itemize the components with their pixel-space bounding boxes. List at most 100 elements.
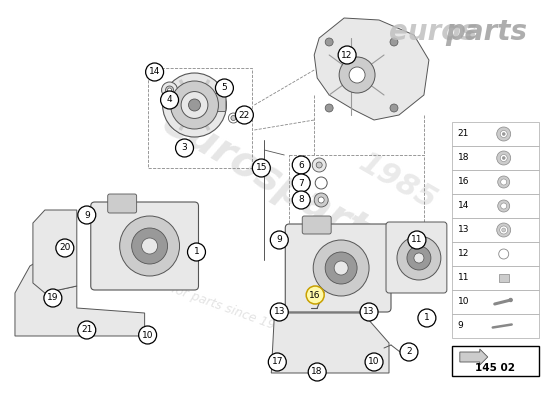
Circle shape: [166, 86, 174, 94]
Bar: [452, 266, 538, 290]
Text: 15: 15: [256, 164, 267, 172]
Text: 7: 7: [298, 178, 304, 188]
Circle shape: [308, 363, 326, 381]
Circle shape: [414, 253, 424, 263]
Polygon shape: [460, 349, 488, 365]
Text: 9: 9: [84, 210, 90, 220]
Circle shape: [390, 38, 398, 46]
Text: 13: 13: [273, 308, 285, 316]
Circle shape: [78, 206, 96, 224]
Circle shape: [498, 176, 510, 188]
Polygon shape: [314, 18, 429, 120]
Circle shape: [270, 303, 288, 321]
Text: 13: 13: [458, 226, 469, 234]
Circle shape: [131, 228, 168, 264]
Circle shape: [142, 238, 158, 254]
Text: 1: 1: [194, 248, 199, 256]
Text: 18: 18: [311, 368, 323, 376]
Text: 9: 9: [277, 236, 282, 244]
Text: 1985: 1985: [354, 148, 442, 216]
Text: 2: 2: [406, 348, 412, 356]
Text: 14: 14: [149, 68, 160, 76]
Bar: [499, 274, 509, 282]
Circle shape: [500, 130, 507, 138]
Text: 14: 14: [458, 202, 469, 210]
Circle shape: [502, 228, 505, 232]
Circle shape: [500, 179, 507, 185]
Circle shape: [56, 239, 74, 257]
Text: 19: 19: [47, 294, 59, 302]
FancyBboxPatch shape: [108, 194, 136, 213]
Bar: [452, 314, 538, 338]
Bar: [452, 218, 538, 242]
Circle shape: [292, 191, 310, 209]
Circle shape: [235, 106, 254, 124]
Text: a passion for parts since 1985: a passion for parts since 1985: [109, 261, 292, 338]
Circle shape: [168, 88, 172, 92]
Circle shape: [162, 82, 178, 98]
Circle shape: [502, 156, 505, 160]
Circle shape: [313, 240, 369, 296]
Circle shape: [175, 139, 194, 157]
Bar: [452, 194, 538, 218]
Text: 11: 11: [411, 236, 423, 244]
Circle shape: [400, 343, 418, 361]
Text: euros: euros: [389, 18, 477, 46]
Circle shape: [325, 252, 357, 284]
Text: 9: 9: [458, 322, 464, 330]
Text: parts: parts: [445, 18, 527, 46]
Circle shape: [325, 104, 333, 112]
Circle shape: [44, 289, 62, 307]
Circle shape: [316, 162, 322, 168]
Text: 20: 20: [59, 244, 70, 252]
FancyBboxPatch shape: [302, 216, 331, 234]
Text: 22: 22: [239, 110, 250, 120]
Circle shape: [252, 159, 270, 177]
Circle shape: [500, 226, 508, 234]
Bar: [452, 170, 538, 194]
Circle shape: [325, 38, 333, 46]
Polygon shape: [33, 210, 77, 293]
Text: 3: 3: [182, 144, 188, 152]
Text: 5: 5: [222, 84, 227, 92]
Bar: [452, 122, 538, 146]
Bar: [452, 146, 538, 170]
FancyBboxPatch shape: [91, 202, 199, 290]
Circle shape: [139, 326, 157, 344]
Text: eurosparts: eurosparts: [155, 100, 396, 264]
Text: 6: 6: [298, 160, 304, 170]
Text: 16: 16: [458, 178, 469, 186]
Circle shape: [312, 158, 326, 172]
Text: 21: 21: [81, 326, 92, 334]
Circle shape: [181, 92, 208, 118]
Circle shape: [365, 353, 383, 371]
Circle shape: [390, 104, 398, 112]
Circle shape: [292, 156, 310, 174]
Circle shape: [334, 261, 348, 275]
Polygon shape: [15, 263, 145, 336]
Text: 12: 12: [342, 50, 353, 60]
Circle shape: [499, 249, 509, 259]
Circle shape: [497, 223, 511, 237]
Circle shape: [292, 174, 310, 192]
Text: 17: 17: [272, 358, 283, 366]
Text: 18: 18: [458, 154, 469, 162]
Bar: [452, 242, 538, 266]
Circle shape: [397, 236, 441, 280]
Circle shape: [360, 303, 378, 321]
Circle shape: [170, 81, 218, 129]
Circle shape: [188, 243, 206, 261]
Text: 8: 8: [298, 196, 304, 204]
Polygon shape: [271, 313, 389, 373]
Circle shape: [498, 200, 510, 212]
Text: 4: 4: [167, 96, 172, 104]
Text: 1: 1: [424, 314, 430, 322]
Circle shape: [338, 46, 356, 64]
Circle shape: [408, 231, 426, 249]
Circle shape: [268, 353, 286, 371]
Circle shape: [163, 73, 227, 137]
Circle shape: [407, 246, 431, 270]
Text: 10: 10: [142, 330, 153, 340]
Circle shape: [314, 193, 328, 207]
Text: 145 02: 145 02: [475, 363, 515, 373]
